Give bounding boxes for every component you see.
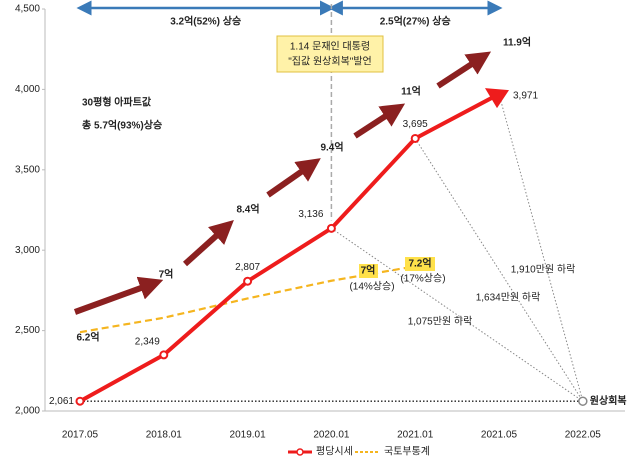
price-line <box>79 92 500 403</box>
trend-arrow <box>436 51 492 89</box>
period-label: 3.2억(52%) 상승 <box>170 15 241 28</box>
y-tick-label: 2,000 <box>15 406 40 417</box>
callout-text: 1.14 문재인 대통령 <box>290 41 370 53</box>
x-tick-label: 2021.01 <box>397 430 434 441</box>
value-label: 2,349 <box>135 337 160 348</box>
price-point <box>410 133 420 143</box>
trend-arrow <box>266 158 321 198</box>
stat-sub: (14%상승) <box>349 281 394 293</box>
legend-swatch <box>296 448 304 456</box>
callout-text: "집값 원상회복"발언 <box>288 56 371 68</box>
subheadline: 총 5.7억(93%)상승 <box>82 119 162 132</box>
price-point <box>159 350 169 360</box>
price-step: 8.4억 <box>236 204 259 216</box>
value-label: 2,807 <box>235 262 260 273</box>
headline: 30평형 아파트값 <box>82 96 152 109</box>
trend-arrow <box>182 219 234 267</box>
arrow-head <box>485 88 509 109</box>
endpoint-marker <box>578 396 588 406</box>
x-tick-label: 2021.05 <box>481 430 518 441</box>
stat-box <box>359 264 378 278</box>
stat-label: 7억 <box>361 265 376 277</box>
y-tick-label: 2,500 <box>15 325 40 336</box>
callout-box <box>276 35 384 73</box>
period-label: 2.5억(27%) 상승 <box>380 15 451 28</box>
stat-label: 7.2억 <box>408 258 431 270</box>
x-tick-label: 2022.05 <box>565 430 602 441</box>
decline-label: 1,634만원 하락 <box>476 291 541 304</box>
value-label: 2,061 <box>49 396 74 407</box>
y-tick-label: 3,000 <box>15 245 40 256</box>
price-step: 11.9억 <box>503 37 531 49</box>
price-step: 7억 <box>159 269 174 281</box>
price-step: 6.2억 <box>76 332 99 344</box>
decline-label: 1,910만원 하락 <box>511 263 576 276</box>
price-step: 11억 <box>401 86 421 98</box>
value-label: 3,136 <box>298 209 323 220</box>
price-point <box>326 223 336 233</box>
decline-line <box>331 227 584 402</box>
y-tick-label: 4,000 <box>15 84 40 95</box>
y-tick-label: 4,500 <box>15 4 40 15</box>
price-point <box>243 276 253 286</box>
stat-box <box>405 257 435 271</box>
value-label: 3,971 <box>513 91 538 102</box>
x-tick-label: 2017.05 <box>62 430 99 441</box>
legend-label: 국토부통계 <box>384 446 430 458</box>
decline-line <box>414 138 584 402</box>
price-step: 9.4억 <box>320 142 343 154</box>
x-tick-label: 2020.01 <box>313 430 350 441</box>
trend-arrow <box>73 276 164 315</box>
stat-sub: (17%상승) <box>400 273 445 285</box>
price-point <box>75 396 85 406</box>
trend-arrow <box>353 103 406 139</box>
decline-line <box>498 93 584 402</box>
decline-label: 1,075만원 하락 <box>408 315 473 328</box>
value-label: 3,695 <box>403 119 428 130</box>
x-tick-label: 2019.01 <box>230 430 267 441</box>
y-tick-label: 3,500 <box>15 164 40 175</box>
endpoint-label: 원상회복 <box>590 394 627 407</box>
stat-line <box>79 265 416 334</box>
legend-label: 평당시세 <box>316 446 353 458</box>
x-tick-label: 2018.01 <box>146 430 183 441</box>
